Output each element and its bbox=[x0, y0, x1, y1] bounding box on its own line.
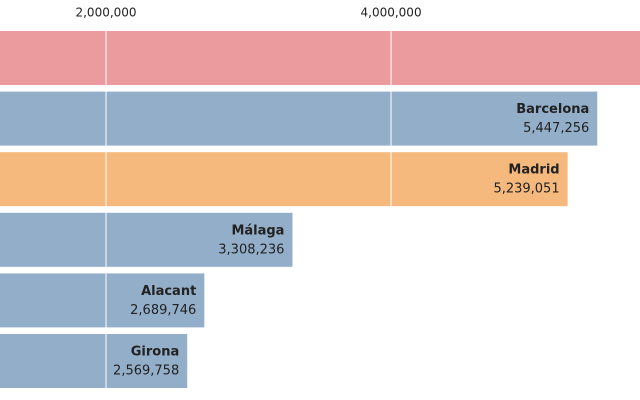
bar bbox=[0, 212, 293, 267]
value-label: 2,569,758 bbox=[113, 364, 179, 379]
x-tick-label: 4,000,000 bbox=[361, 6, 422, 20]
bar bbox=[0, 334, 188, 388]
bar bbox=[0, 152, 568, 207]
x-tick-label: 2,000,000 bbox=[75, 6, 136, 20]
bar bbox=[0, 31, 640, 85]
value-label: 2,689,746 bbox=[130, 303, 196, 318]
bar-label: Madrid bbox=[508, 163, 559, 178]
bar bbox=[0, 273, 205, 328]
bar-label: Girona bbox=[131, 345, 180, 360]
value-label: 5,239,051 bbox=[493, 182, 559, 197]
bar bbox=[0, 91, 598, 146]
value-label: 3,308,236 bbox=[218, 242, 284, 257]
value-label: 5,447,256 bbox=[523, 121, 589, 136]
bar-label: Málaga bbox=[231, 223, 284, 238]
bar-label: Alacant bbox=[141, 284, 196, 299]
bar-label: Barcelona bbox=[516, 102, 589, 117]
